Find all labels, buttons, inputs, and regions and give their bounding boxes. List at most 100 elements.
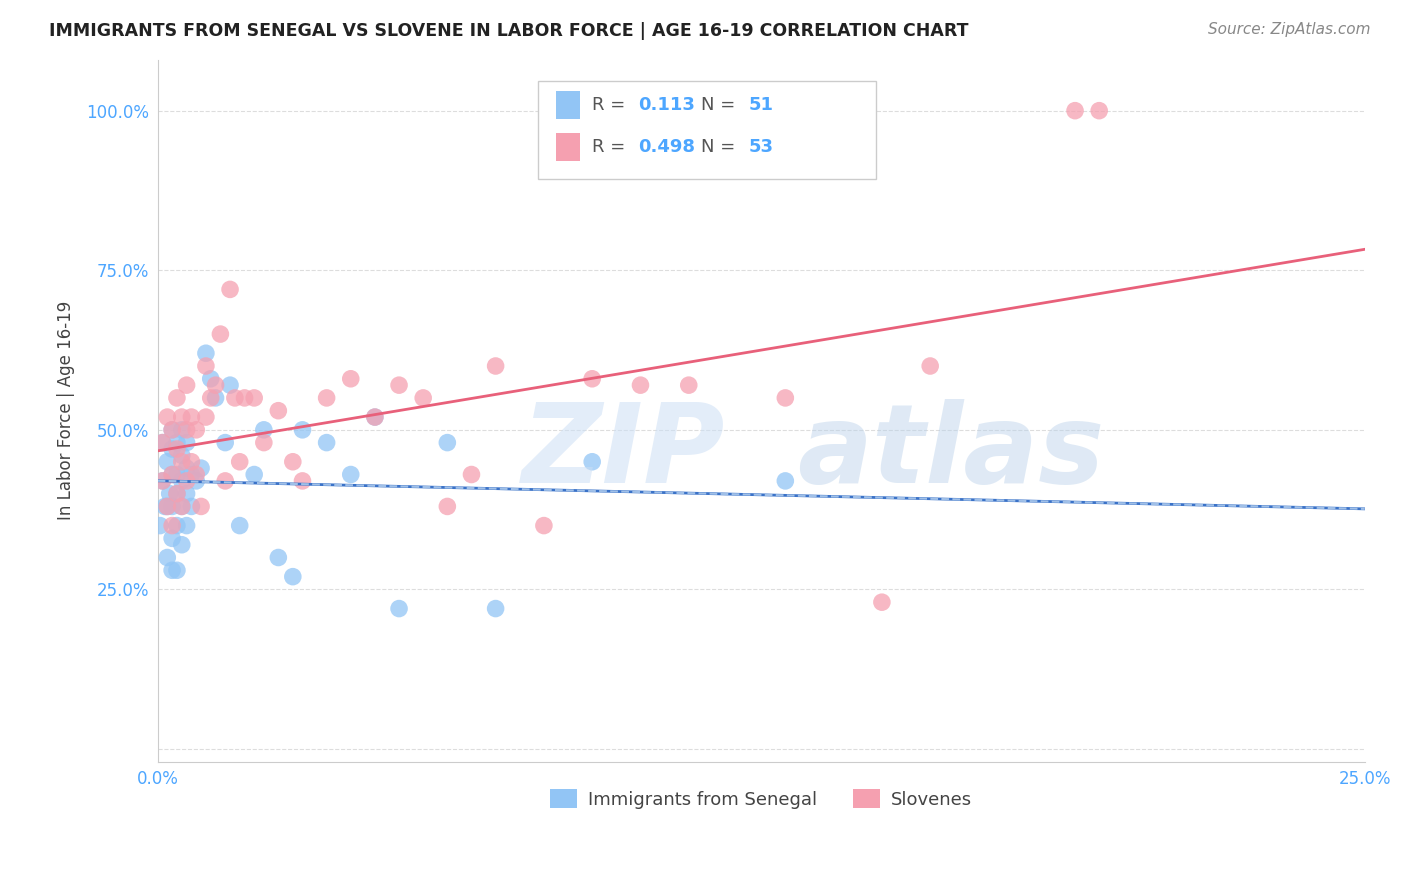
Point bbox=[166, 486, 188, 500]
Point bbox=[153, 500, 176, 514]
Point bbox=[214, 474, 236, 488]
Point bbox=[156, 550, 179, 565]
Point bbox=[166, 442, 188, 456]
Text: IMMIGRANTS FROM SENEGAL VS SLOVENE IN LABOR FORCE | AGE 16-19 CORRELATION CHART: IMMIGRANTS FROM SENEGAL VS SLOVENE IN LA… bbox=[49, 22, 969, 40]
Point bbox=[219, 378, 242, 392]
Point bbox=[775, 391, 797, 405]
Point bbox=[364, 410, 387, 425]
Point bbox=[485, 359, 508, 373]
Point bbox=[281, 455, 304, 469]
Point bbox=[176, 474, 198, 488]
Point bbox=[214, 435, 236, 450]
Point bbox=[190, 461, 212, 475]
Point bbox=[180, 410, 202, 425]
Point bbox=[166, 518, 188, 533]
Point bbox=[166, 563, 188, 577]
Y-axis label: In Labor Force | Age 16-19: In Labor Force | Age 16-19 bbox=[58, 301, 75, 520]
Point bbox=[166, 435, 188, 450]
Point bbox=[180, 500, 202, 514]
Point bbox=[160, 423, 183, 437]
Point bbox=[194, 359, 217, 373]
Point bbox=[200, 372, 222, 386]
Point bbox=[176, 518, 198, 533]
Point bbox=[243, 467, 266, 482]
Point bbox=[170, 474, 193, 488]
Point bbox=[160, 518, 183, 533]
Point bbox=[152, 474, 174, 488]
Point bbox=[228, 455, 250, 469]
Point bbox=[180, 467, 202, 482]
Point bbox=[224, 391, 246, 405]
Point bbox=[194, 410, 217, 425]
Point bbox=[388, 601, 411, 615]
Point bbox=[253, 423, 276, 437]
Point bbox=[364, 410, 387, 425]
Text: 0.498: 0.498 bbox=[638, 138, 695, 156]
Text: R =: R = bbox=[592, 96, 631, 114]
Point bbox=[219, 282, 242, 296]
Point bbox=[678, 378, 700, 392]
Point bbox=[243, 391, 266, 405]
Point bbox=[775, 474, 797, 488]
Point bbox=[170, 449, 193, 463]
Point bbox=[160, 467, 183, 482]
FancyBboxPatch shape bbox=[538, 80, 876, 179]
Point bbox=[186, 474, 208, 488]
Point bbox=[291, 474, 314, 488]
Point bbox=[176, 461, 198, 475]
Point bbox=[200, 391, 222, 405]
Point bbox=[1088, 103, 1111, 118]
Point bbox=[156, 410, 179, 425]
Point bbox=[412, 391, 434, 405]
Bar bbox=[555, 133, 581, 161]
Point bbox=[291, 423, 314, 437]
Point bbox=[315, 391, 337, 405]
Text: N =: N = bbox=[700, 96, 741, 114]
Legend: Immigrants from Senegal, Slovenes: Immigrants from Senegal, Slovenes bbox=[543, 782, 980, 816]
Point bbox=[339, 467, 361, 482]
Point bbox=[170, 455, 193, 469]
Point bbox=[315, 435, 337, 450]
Point bbox=[170, 410, 193, 425]
Point bbox=[630, 378, 652, 392]
Point bbox=[581, 372, 603, 386]
Point bbox=[267, 550, 290, 565]
Point bbox=[281, 569, 304, 583]
Point bbox=[209, 327, 232, 342]
Point bbox=[176, 423, 198, 437]
Point bbox=[186, 423, 208, 437]
Point bbox=[160, 532, 183, 546]
Point bbox=[176, 378, 198, 392]
Point bbox=[436, 500, 458, 514]
Point bbox=[160, 442, 183, 456]
Text: atlas: atlas bbox=[797, 400, 1105, 507]
Point bbox=[159, 486, 181, 500]
Point bbox=[870, 595, 893, 609]
Point bbox=[160, 500, 183, 514]
Point bbox=[156, 500, 179, 514]
Point bbox=[152, 435, 174, 450]
Point bbox=[204, 391, 226, 405]
Point bbox=[460, 467, 482, 482]
Point bbox=[160, 423, 183, 437]
Point bbox=[166, 486, 188, 500]
Point bbox=[176, 435, 198, 450]
Point bbox=[233, 391, 256, 405]
Point bbox=[194, 346, 217, 360]
Point bbox=[267, 403, 290, 417]
Point bbox=[176, 486, 198, 500]
Point bbox=[156, 500, 179, 514]
Point bbox=[485, 601, 508, 615]
Point bbox=[170, 500, 193, 514]
Text: 0.113: 0.113 bbox=[638, 96, 695, 114]
Bar bbox=[555, 91, 581, 120]
Point bbox=[253, 435, 276, 450]
Point bbox=[581, 455, 603, 469]
Text: 53: 53 bbox=[749, 138, 775, 156]
Point bbox=[388, 378, 411, 392]
Point bbox=[920, 359, 942, 373]
Point bbox=[149, 518, 172, 533]
Point bbox=[160, 467, 183, 482]
Text: R =: R = bbox=[592, 138, 631, 156]
Point bbox=[152, 474, 174, 488]
